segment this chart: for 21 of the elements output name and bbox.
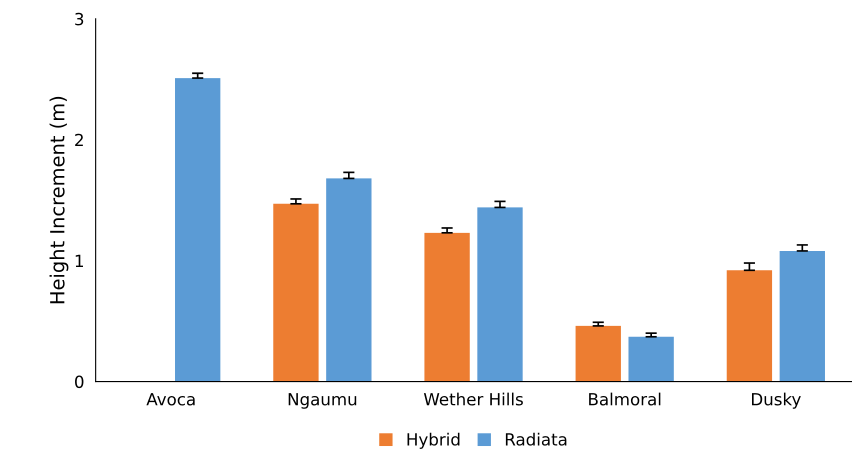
x-tick-label: Wether Hills — [424, 392, 523, 406]
bar — [326, 178, 372, 382]
x-tick-label: Avoca — [146, 393, 195, 406]
x-tick-label: Ngaumu — [288, 393, 356, 409]
bar — [424, 232, 470, 382]
y-tick-label: 3 — [75, 12, 84, 26]
bar — [273, 204, 319, 382]
bar — [780, 250, 825, 382]
bar — [628, 336, 674, 382]
legend-label: Radiata — [506, 432, 566, 446]
x-tick-label: Dusky — [752, 392, 801, 409]
bar — [477, 207, 523, 382]
bar — [726, 270, 772, 382]
legend-label: Hybrid — [408, 432, 460, 449]
y-tick-label: 0 — [75, 375, 84, 388]
x-tick-label: Balmoral — [589, 392, 660, 406]
y-tick-label: 2 — [75, 134, 83, 146]
y-axis-title: Height Increment (m) — [50, 96, 68, 304]
bar — [175, 78, 220, 382]
y-tick-label: 1 — [76, 254, 83, 267]
bar — [576, 326, 621, 382]
